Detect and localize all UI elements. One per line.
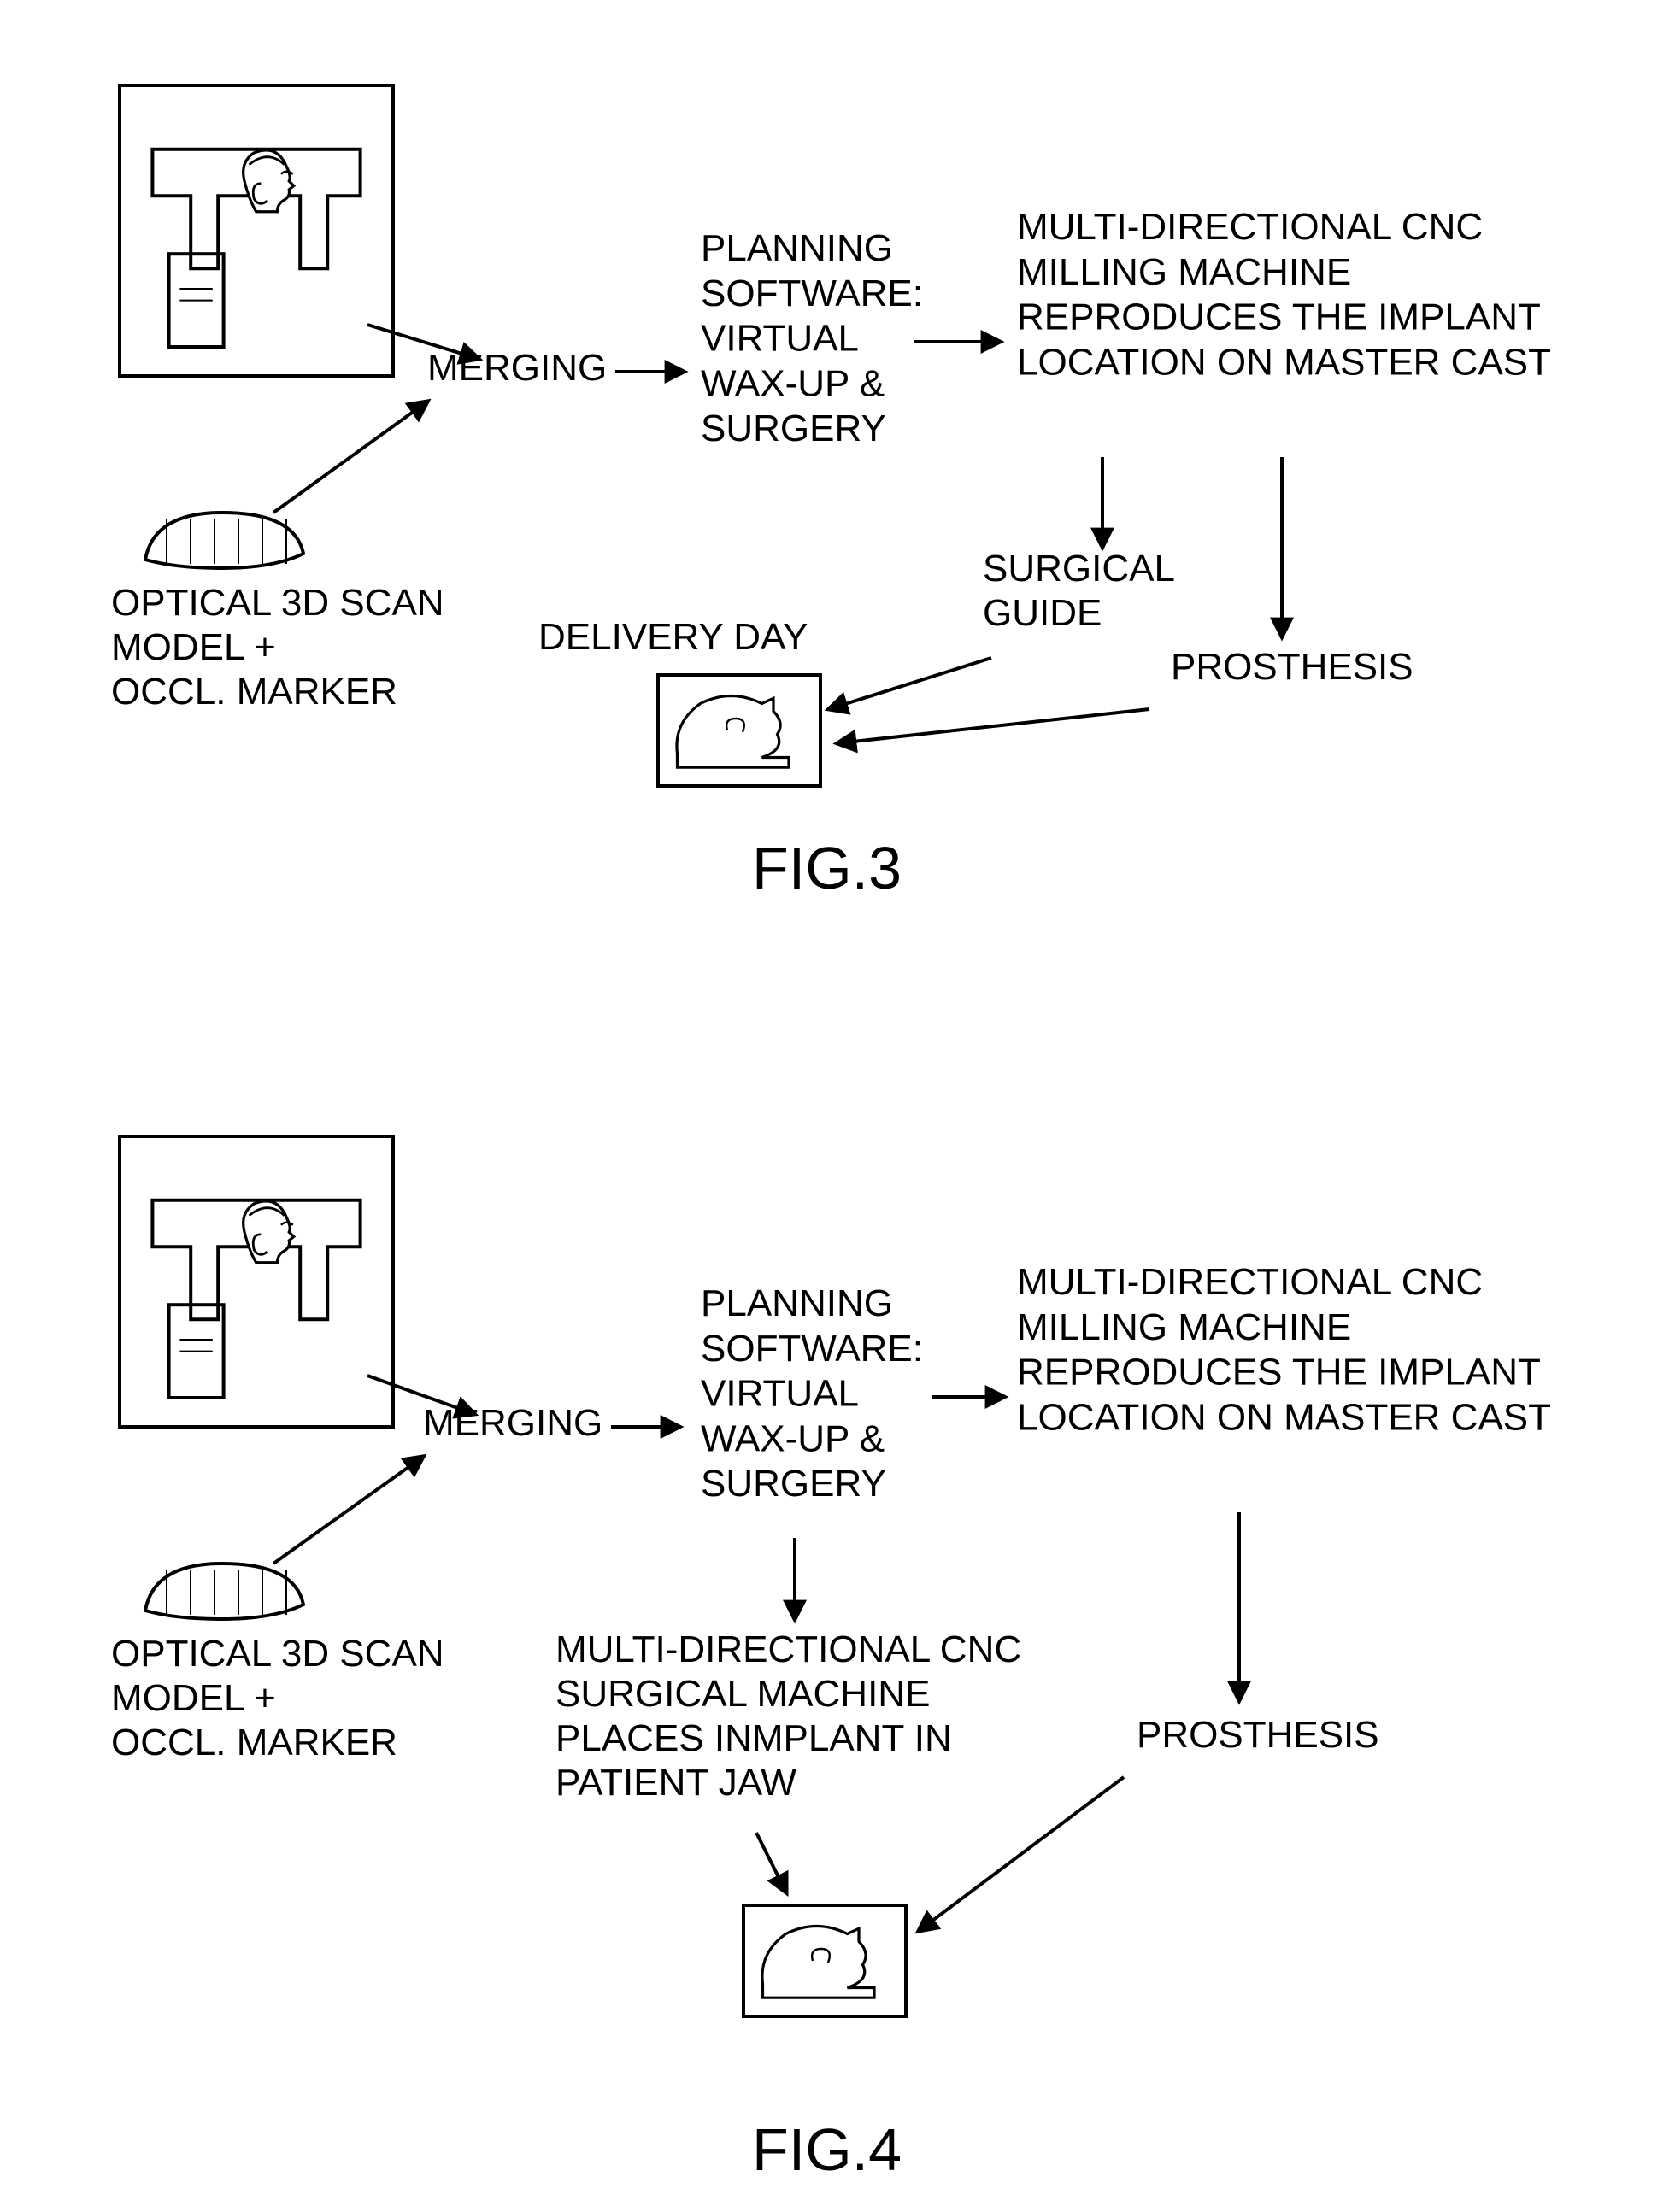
cnc-milling-label: REPRODUCES THE IMPLANT [1017,1352,1541,1394]
surgical-guide-label: SURGICAL [983,548,1175,590]
figure-caption: FIG.4 [752,2116,902,2183]
figure-caption: FIG.3 [752,835,902,901]
patient-illustration [743,1905,906,2016]
prosthesis-label: PROSTHESIS [1171,646,1413,688]
arrow [273,1457,423,1564]
planning-software-label: VIRTUAL [701,1373,859,1415]
teeth-illustration [145,1564,303,1619]
optical-3d-scan-label: MODEL + [111,1677,276,1719]
scanner-illustration [120,1136,393,1427]
planning-software-label: SURGERY [701,408,886,449]
arrow [838,709,1149,743]
planning-software-label: WAX-UP & [701,1417,885,1459]
arrow [919,1777,1124,1931]
planning-software-label: SOFTWARE: [701,1328,923,1370]
surgical-machine-label: PATIENT JAW [555,1762,796,1804]
merging-label: MERGING [427,347,607,389]
surgical-guide-label: GUIDE [983,592,1102,634]
teeth-illustration [145,513,303,568]
merging-label: MERGING [423,1402,602,1444]
cnc-milling-label: MULTI-DIRECTIONAL CNC [1017,1261,1483,1303]
scanner-illustration [120,85,393,376]
planning-software-label: VIRTUAL [701,318,859,360]
planning-software-label: PLANNING [701,227,893,269]
cnc-milling-label: LOCATION ON MASTER CAST [1017,1396,1551,1438]
cnc-milling-label: REPRODUCES THE IMPLANT [1017,296,1541,338]
planning-software-label: PLANNING [701,1282,893,1324]
cnc-milling-label: LOCATION ON MASTER CAST [1017,341,1551,383]
surgical-machine-label: PLACES INMPLANT IN [555,1717,952,1759]
cnc-milling-label: MULTI-DIRECTIONAL CNC [1017,206,1483,248]
optical-3d-scan-label: OCCL. MARKER [111,671,397,713]
planning-software-label: WAX-UP & [701,362,885,404]
delivery-day-label: DELIVERY DAY [538,616,808,658]
prosthesis-label: PROSTHESIS [1137,1714,1379,1756]
planning-software-label: SURGERY [701,1463,886,1505]
optical-3d-scan-label: OPTICAL 3D SCAN [111,582,444,624]
optical-3d-scan-label: OCCL. MARKER [111,1722,397,1763]
arrow [273,402,427,513]
optical-3d-scan-label: MODEL + [111,626,276,668]
cnc-milling-label: MILLING MACHINE [1017,1306,1351,1348]
patient-illustration [658,675,820,786]
arrow [756,1833,786,1892]
planning-software-label: SOFTWARE: [701,273,923,314]
optical-3d-scan-label: OPTICAL 3D SCAN [111,1633,444,1675]
surgical-machine-label: MULTI-DIRECTIONAL CNC [555,1628,1021,1670]
arrow [829,658,991,709]
surgical-machine-label: SURGICAL MACHINE [555,1673,930,1715]
cnc-milling-label: MILLING MACHINE [1017,251,1351,293]
